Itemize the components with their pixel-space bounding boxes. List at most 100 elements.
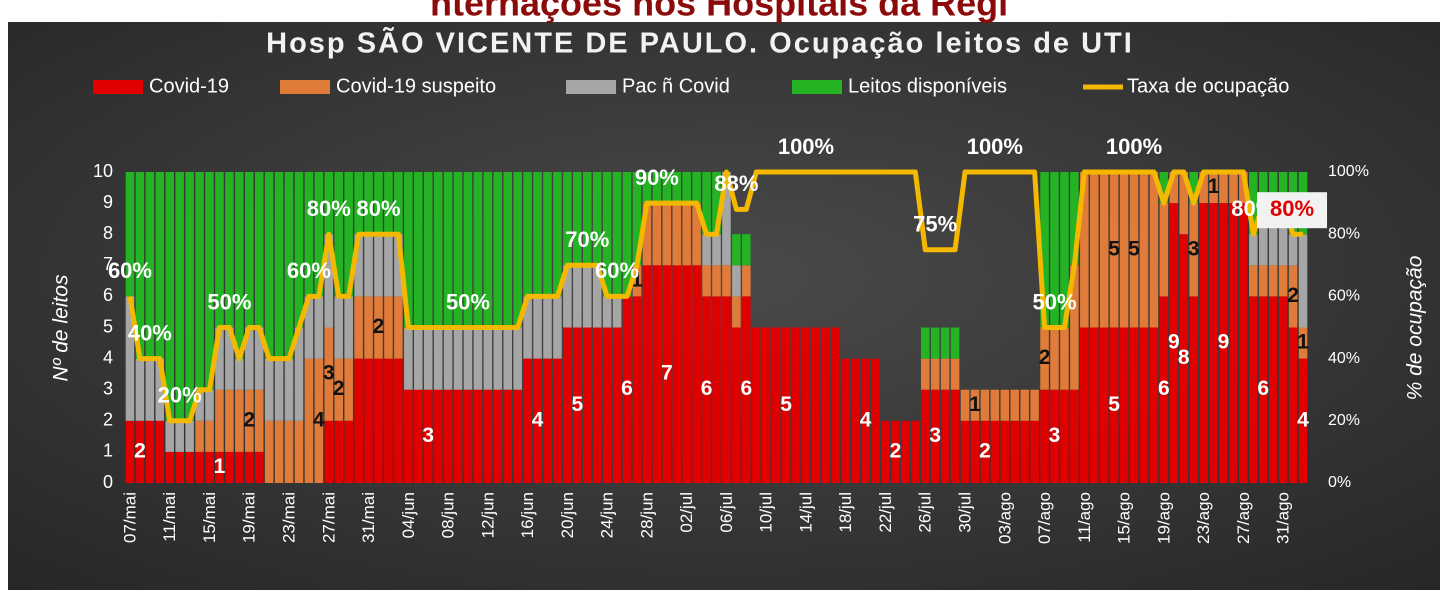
bar-segment (712, 265, 721, 297)
bar-segment (1159, 203, 1169, 297)
bar-segment (215, 172, 224, 328)
bar-segment (195, 451, 204, 483)
bar-segment (652, 203, 662, 266)
bar-segment (374, 358, 383, 483)
rate-label: 100% (778, 134, 834, 159)
bar-label: 9 (1168, 331, 1180, 354)
bar-label: 8 (1178, 346, 1190, 369)
bar-segment (493, 172, 503, 328)
legend-swatch (280, 80, 330, 94)
bar-segment (364, 234, 373, 297)
bar-segment (374, 234, 383, 297)
x-tick-label: 03/ago (995, 492, 1014, 544)
rate-label: 50% (446, 289, 490, 314)
bar-segment (602, 296, 612, 328)
bar-label: 2 (890, 439, 902, 462)
bar-segment (264, 420, 274, 483)
bar-segment (1169, 203, 1179, 483)
bar-segment (244, 327, 254, 390)
bar-segment (642, 172, 652, 204)
bar-segment (1060, 389, 1069, 483)
bar-segment (563, 327, 572, 483)
bar-segment (1278, 296, 1288, 483)
bar-segment (413, 389, 423, 483)
bar-segment (1298, 234, 1308, 328)
rate-label: 80% (356, 196, 400, 221)
bar-segment (1010, 420, 1020, 483)
bar-label: 5 (780, 393, 792, 416)
bar-segment (394, 234, 403, 297)
x-tick-label: 31/mai (359, 492, 378, 543)
bar-segment (1089, 172, 1099, 328)
x-tick-label: 12/jun (478, 492, 497, 538)
bar-segment (602, 327, 612, 483)
bar-segment (254, 389, 264, 452)
bar-segment (473, 327, 483, 390)
bar-segment (592, 265, 602, 328)
bar-segment (354, 172, 363, 235)
bar-segment (543, 172, 552, 297)
bar-segment (632, 265, 642, 297)
bar-segment (573, 265, 582, 328)
y-tick-label: 5 (103, 316, 113, 336)
bar-segment (592, 172, 602, 266)
bar-label: 2 (373, 315, 385, 338)
y2-tick-label: 0% (1328, 474, 1351, 491)
bar-segment (543, 296, 552, 359)
bar-segment (612, 172, 622, 297)
bar-segment (1099, 327, 1109, 483)
x-tick-label: 22/jul (876, 492, 895, 533)
bar-segment (821, 327, 831, 483)
bar-segment (950, 327, 960, 359)
bar-segment (523, 358, 532, 483)
bar-segment (225, 389, 234, 452)
bar-segment (284, 172, 294, 359)
bar-segment (284, 358, 294, 421)
bar-segment (1040, 172, 1049, 328)
bar-segment (1139, 172, 1149, 328)
bar-segment (244, 389, 254, 452)
bar-label: 4 (313, 408, 325, 431)
bar-segment (1139, 327, 1149, 483)
bar-segment (364, 358, 373, 483)
bar-segment (394, 172, 403, 235)
bar-segment (463, 172, 473, 328)
bar-segment (1109, 172, 1119, 328)
bar-segment (493, 327, 503, 390)
bar-segment (533, 296, 542, 359)
bar-segment (324, 234, 334, 328)
bar-segment (1268, 265, 1278, 297)
bar-segment (175, 172, 184, 421)
bar-segment (1020, 420, 1029, 483)
bar-label: 1 (1208, 175, 1220, 198)
bar-segment (413, 172, 423, 328)
bar-segment (344, 358, 353, 421)
bar-segment (662, 203, 672, 266)
bar-segment (344, 172, 353, 297)
bar-label: 2 (1039, 346, 1051, 369)
x-tick-label: 23/ago (1194, 492, 1213, 544)
x-tick-label: 16/jun (518, 492, 537, 538)
y-tick-label: 6 (103, 285, 113, 305)
bar-segment (493, 389, 503, 483)
bar-segment (1119, 327, 1129, 483)
x-tick-label: 07/mai (120, 492, 139, 543)
bar-segment (1149, 327, 1159, 483)
bar-label: 5 (1108, 237, 1120, 260)
bar-segment (523, 296, 532, 359)
bar-segment (453, 327, 463, 390)
bar-label: 6 (701, 377, 713, 400)
bar-segment (543, 358, 552, 483)
bar-segment (851, 358, 860, 483)
bar-segment (195, 389, 204, 421)
bar-segment (384, 296, 393, 359)
bar-segment (155, 358, 165, 421)
rate-label: 20% (158, 383, 202, 408)
bar-segment (702, 296, 711, 483)
bar-segment (841, 358, 851, 483)
bar-segment (244, 451, 254, 483)
bar-segment (473, 172, 483, 328)
x-tick-label: 27/mai (319, 492, 338, 543)
bar-segment (940, 389, 950, 483)
bar-segment (443, 172, 453, 328)
